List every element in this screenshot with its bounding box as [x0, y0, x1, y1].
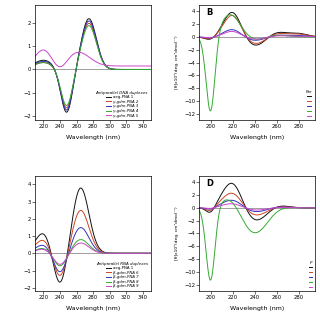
Legend: , , , , : , , , ,	[308, 260, 313, 289]
Legend: aeg-PNA 1, γ-gdm-PNA 2, γ-gdm-PNA 3, γ-gdm-PNA 4, γ-gdm-PNA 5: aeg-PNA 1, γ-gdm-PNA 2, γ-gdm-PNA 3, γ-g…	[95, 90, 149, 118]
Legend: aeg-PNA 1, β-gdm-PNA 6, β-gdm-PNA 7, β-gdm-PNA 8, β-gdm-PNA 9: aeg-PNA 1, β-gdm-PNA 6, β-gdm-PNA 7, β-g…	[95, 261, 149, 289]
Legend: , , , , : , , , ,	[306, 90, 313, 118]
Text: B: B	[206, 8, 213, 17]
Y-axis label: [θ]x10³(deg. cm²dmol⁻¹): [θ]x10³(deg. cm²dmol⁻¹)	[174, 36, 179, 89]
Y-axis label: [θ]x10³(deg. cm²dmol⁻¹): [θ]x10³(deg. cm²dmol⁻¹)	[174, 207, 179, 260]
Text: D: D	[206, 179, 213, 188]
X-axis label: Wavelength (nm): Wavelength (nm)	[66, 135, 120, 140]
X-axis label: Wavelength (nm): Wavelength (nm)	[66, 306, 120, 311]
X-axis label: Wavelength (nm): Wavelength (nm)	[230, 306, 284, 311]
X-axis label: Wavelength (nm): Wavelength (nm)	[230, 135, 284, 140]
